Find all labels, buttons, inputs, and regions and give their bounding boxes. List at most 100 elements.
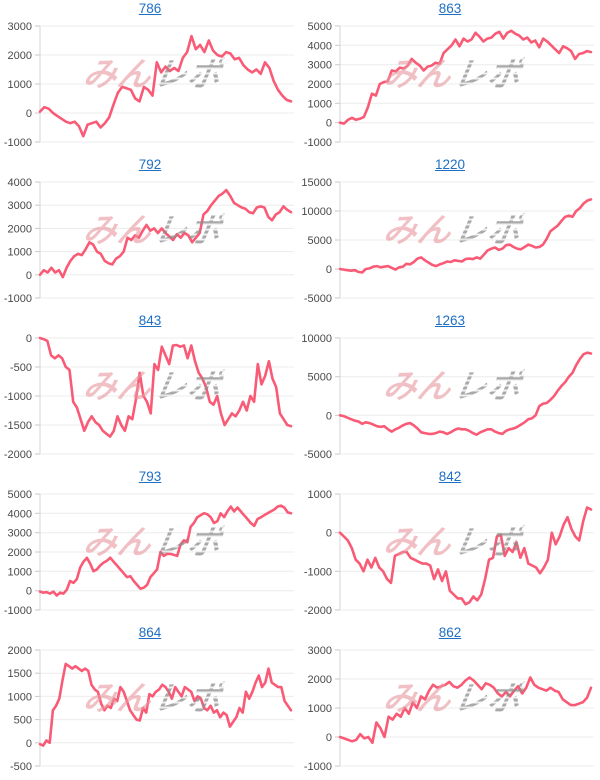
chart-plot: 10000 5000 0 -5000 みんレポ bbox=[300, 332, 600, 468]
svg-text:-1000: -1000 bbox=[4, 391, 32, 403]
svg-text:3000: 3000 bbox=[8, 21, 32, 33]
svg-text:2000: 2000 bbox=[8, 223, 32, 235]
chart-link[interactable]: 862 bbox=[438, 625, 462, 640]
svg-text:0: 0 bbox=[326, 118, 332, 130]
svg-text:3000: 3000 bbox=[308, 645, 332, 657]
chart-plot: 5000 4000 3000 2000 1000 0 -1000 みんレポ bbox=[300, 20, 600, 156]
chart-cell: 1220 15000 10000 5000 0 -5000 みんレポ bbox=[300, 156, 600, 312]
line-chart: 15000 10000 5000 0 -5000 bbox=[301, 177, 594, 305]
svg-text:500: 500 bbox=[14, 715, 32, 727]
chart-plot: 3000 2000 1000 0 -1000 みんレポ bbox=[0, 20, 300, 156]
line-chart: 0 -500 -1000 -1500 -2000 bbox=[4, 333, 294, 461]
chart-link[interactable]: 786 bbox=[138, 1, 162, 16]
line-chart: 10000 5000 0 -5000 bbox=[301, 333, 594, 461]
svg-text:1000: 1000 bbox=[8, 79, 32, 91]
svg-text:1500: 1500 bbox=[8, 668, 32, 680]
chart-link[interactable]: 1263 bbox=[434, 313, 466, 328]
svg-text:-500: -500 bbox=[10, 761, 32, 773]
svg-text:-5000: -5000 bbox=[304, 293, 332, 305]
svg-text:0: 0 bbox=[326, 528, 332, 540]
line-chart: 4000 3000 2000 1000 0 -1000 bbox=[4, 177, 294, 305]
svg-text:2000: 2000 bbox=[308, 79, 332, 91]
chart-plot: 5000 4000 3000 2000 1000 0 -1000 みんレポ bbox=[0, 488, 300, 624]
line-chart: 1000 0 -1000 -2000 bbox=[304, 489, 594, 617]
svg-text:-1000: -1000 bbox=[4, 293, 32, 305]
chart-title: 792 bbox=[0, 156, 300, 176]
chart-plot: 2000 1500 1000 500 0 -500 みんレポ bbox=[0, 644, 300, 780]
svg-text:-1000: -1000 bbox=[4, 605, 32, 617]
chart-title: 793 bbox=[0, 468, 300, 488]
svg-text:1000: 1000 bbox=[8, 247, 32, 259]
chart-title: 786 bbox=[0, 0, 300, 20]
svg-text:2000: 2000 bbox=[8, 645, 32, 657]
svg-text:2000: 2000 bbox=[8, 50, 32, 62]
chart-link[interactable]: 1220 bbox=[434, 157, 466, 172]
line-chart: 5000 4000 3000 2000 1000 0 -1000 bbox=[304, 21, 594, 149]
chart-title: 842 bbox=[300, 468, 600, 488]
chart-cell: 793 5000 4000 3000 2000 1000 0 -1000 みんレポ bbox=[0, 468, 300, 624]
chart-link[interactable]: 843 bbox=[138, 313, 162, 328]
svg-text:0: 0 bbox=[326, 732, 332, 744]
svg-text:10000: 10000 bbox=[301, 333, 332, 345]
svg-text:2000: 2000 bbox=[308, 674, 332, 686]
svg-text:2000: 2000 bbox=[8, 547, 32, 559]
chart-plot: 0 -500 -1000 -1500 -2000 みんレポ bbox=[0, 332, 300, 468]
svg-text:15000: 15000 bbox=[301, 177, 332, 189]
chart-title: 864 bbox=[0, 624, 300, 644]
svg-text:0: 0 bbox=[26, 270, 32, 282]
svg-text:0: 0 bbox=[326, 410, 332, 422]
svg-text:-1000: -1000 bbox=[304, 566, 332, 578]
svg-text:3000: 3000 bbox=[8, 200, 32, 212]
chart-plot: 3000 2000 1000 0 -1000 みんレポ bbox=[300, 644, 600, 780]
chart-title: 1263 bbox=[300, 312, 600, 332]
line-chart: 5000 4000 3000 2000 1000 0 -1000 bbox=[4, 489, 294, 617]
svg-text:0: 0 bbox=[26, 586, 32, 598]
svg-text:-2000: -2000 bbox=[4, 449, 32, 461]
chart-cell: 864 2000 1500 1000 500 0 -500 みんレポ bbox=[0, 624, 300, 780]
chart-cell: 786 3000 2000 1000 0 -1000 みんレポ bbox=[0, 0, 300, 156]
chart-link[interactable]: 864 bbox=[138, 625, 162, 640]
svg-text:-500: -500 bbox=[10, 362, 32, 374]
svg-text:-1000: -1000 bbox=[304, 137, 332, 149]
svg-text:5000: 5000 bbox=[8, 489, 32, 501]
svg-text:4000: 4000 bbox=[308, 40, 332, 52]
svg-text:-1500: -1500 bbox=[4, 420, 32, 432]
chart-title: 863 bbox=[300, 0, 600, 20]
chart-link[interactable]: 793 bbox=[138, 469, 162, 484]
line-chart: 3000 2000 1000 0 -1000 bbox=[4, 21, 294, 149]
chart-title: 843 bbox=[0, 312, 300, 332]
chart-plot: 1000 0 -1000 -2000 みんレポ bbox=[300, 488, 600, 624]
svg-text:-1000: -1000 bbox=[4, 137, 32, 149]
chart-cell: 863 5000 4000 3000 2000 1000 0 -1000 みんレポ bbox=[300, 0, 600, 156]
svg-text:0: 0 bbox=[26, 333, 32, 345]
line-chart: 3000 2000 1000 0 -1000 bbox=[304, 645, 594, 773]
svg-text:3000: 3000 bbox=[8, 528, 32, 540]
svg-text:0: 0 bbox=[26, 108, 32, 120]
chart-title: 1220 bbox=[300, 156, 600, 176]
svg-text:4000: 4000 bbox=[8, 177, 32, 189]
chart-cell: 792 4000 3000 2000 1000 0 -1000 みんレポ bbox=[0, 156, 300, 312]
svg-text:-2000: -2000 bbox=[304, 605, 332, 617]
svg-text:3000: 3000 bbox=[308, 60, 332, 72]
svg-text:1000: 1000 bbox=[8, 566, 32, 578]
svg-text:5000: 5000 bbox=[308, 21, 332, 33]
chart-cell: 843 0 -500 -1000 -1500 -2000 みんレポ bbox=[0, 312, 300, 468]
svg-text:10000: 10000 bbox=[301, 206, 332, 218]
chart-link[interactable]: 842 bbox=[438, 469, 462, 484]
chart-plot: 15000 10000 5000 0 -5000 みんレポ bbox=[300, 176, 600, 312]
chart-link[interactable]: 792 bbox=[138, 157, 162, 172]
svg-text:1000: 1000 bbox=[308, 98, 332, 110]
svg-text:0: 0 bbox=[326, 264, 332, 276]
chart-cell: 842 1000 0 -1000 -2000 みんレポ bbox=[300, 468, 600, 624]
svg-text:5000: 5000 bbox=[308, 372, 332, 384]
svg-text:1000: 1000 bbox=[308, 489, 332, 501]
chart-plot: 4000 3000 2000 1000 0 -1000 みんレポ bbox=[0, 176, 300, 312]
chart-link[interactable]: 863 bbox=[438, 1, 462, 16]
chart-cell: 862 3000 2000 1000 0 -1000 みんレポ bbox=[300, 624, 600, 780]
svg-text:0: 0 bbox=[26, 738, 32, 750]
line-chart: 2000 1500 1000 500 0 -500 bbox=[8, 645, 294, 773]
svg-text:-5000: -5000 bbox=[304, 449, 332, 461]
svg-text:4000: 4000 bbox=[8, 508, 32, 520]
svg-text:1000: 1000 bbox=[308, 703, 332, 715]
